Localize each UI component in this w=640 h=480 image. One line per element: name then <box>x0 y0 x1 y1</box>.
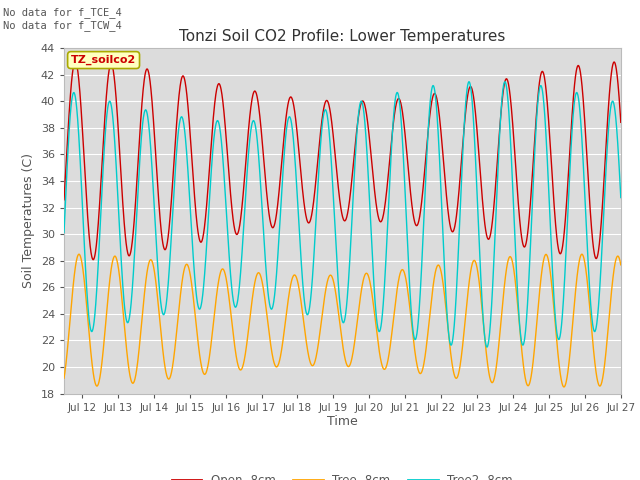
X-axis label: Time: Time <box>327 415 358 429</box>
Legend: Open -8cm, Tree -8cm, Tree2 -8cm: Open -8cm, Tree -8cm, Tree2 -8cm <box>167 469 518 480</box>
Text: TZ_soilco2: TZ_soilco2 <box>71 55 136 65</box>
Y-axis label: Soil Temperatures (C): Soil Temperatures (C) <box>22 153 35 288</box>
Title: Tonzi Soil CO2 Profile: Lower Temperatures: Tonzi Soil CO2 Profile: Lower Temperatur… <box>179 29 506 44</box>
Text: No data for f_TCE_4
No data for f_TCW_4: No data for f_TCE_4 No data for f_TCW_4 <box>3 7 122 31</box>
